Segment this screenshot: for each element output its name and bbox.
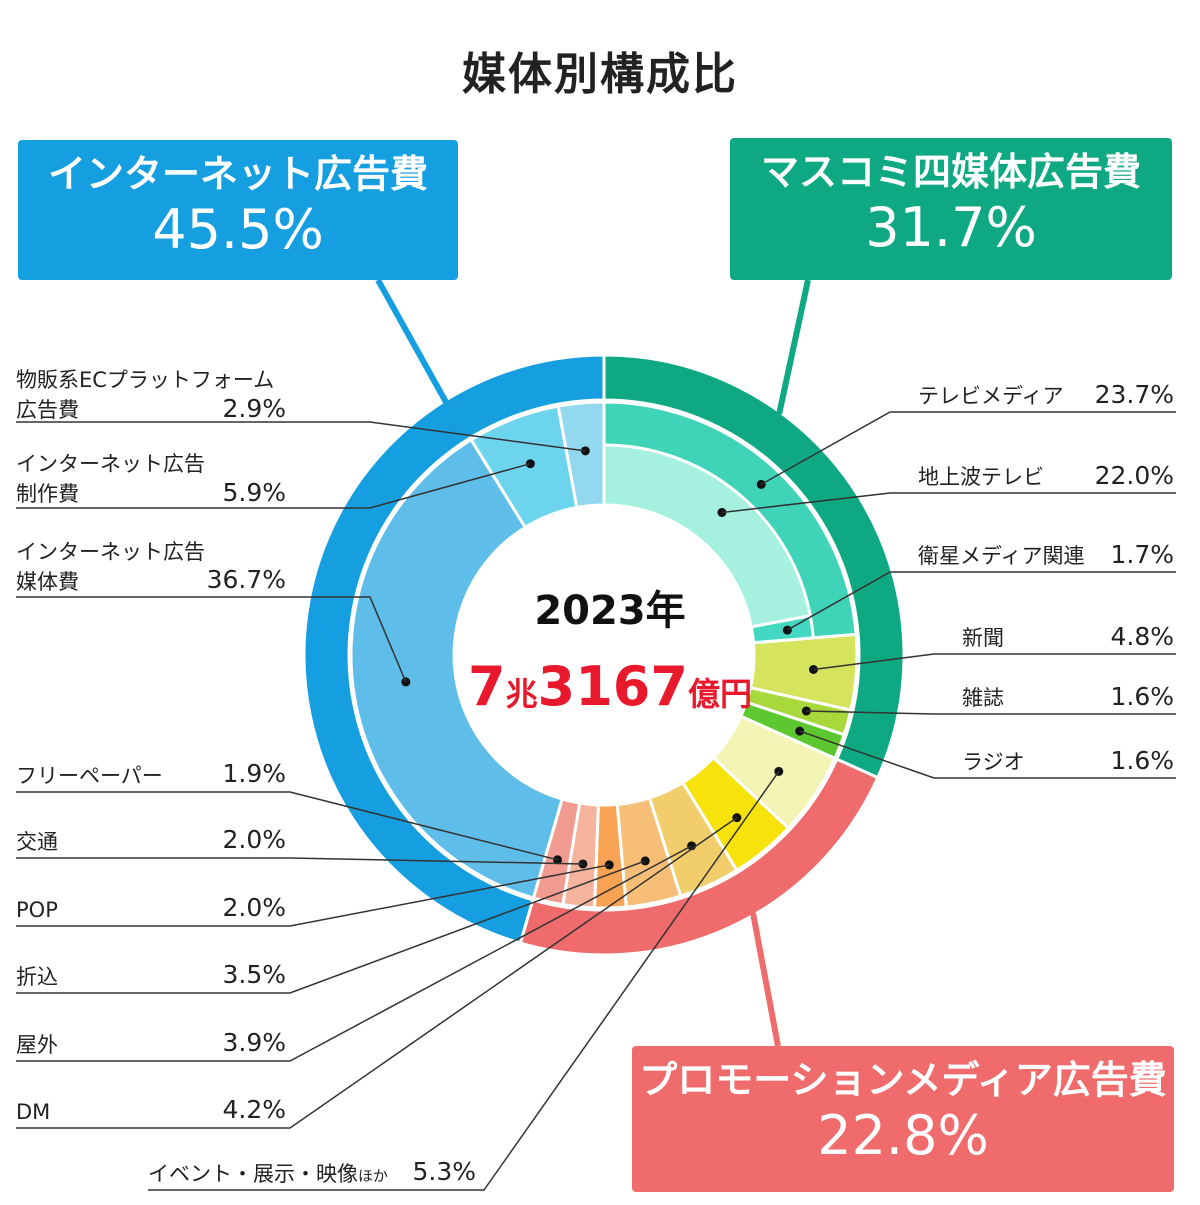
group-box-promo: プロモーションメディア広告費 22.8% xyxy=(632,1046,1174,1192)
leader-line-freepaper xyxy=(16,791,558,861)
center-year: 2023年 xyxy=(534,588,686,634)
label-satellite: 衛星メディア関連 xyxy=(918,544,1085,568)
value-freepaper: 1.9% xyxy=(222,759,286,788)
segment-arc-net_media xyxy=(349,437,565,900)
value-insert: 3.5% xyxy=(222,960,286,989)
total-unit-1: 兆 xyxy=(505,675,538,713)
group-name-promo: プロモーションメディア広告費 xyxy=(639,1058,1167,1102)
group-name-mass: マスコミ四媒体広告費 xyxy=(760,150,1141,194)
label-tv: テレビメディア xyxy=(918,384,1064,408)
value-magazine: 1.6% xyxy=(1110,682,1174,711)
leader-line-radio xyxy=(799,730,1176,779)
leader-dot-terrestrial xyxy=(717,507,727,517)
subsegment-arc-satellite xyxy=(749,613,815,645)
leader-line-dm xyxy=(16,817,738,1129)
donut-center xyxy=(455,506,753,804)
value-dm: 4.2% xyxy=(222,1095,286,1124)
label-net-production-line2: 制作費 xyxy=(16,482,79,506)
value-transit: 2.0% xyxy=(222,825,286,854)
leader-line-event xyxy=(148,770,780,1191)
center-total: 7兆3167億円 xyxy=(440,655,780,718)
connector-internet xyxy=(375,278,449,404)
value-satellite: 1.7% xyxy=(1110,540,1174,569)
leader-lines xyxy=(16,278,1176,1191)
leader-line-magazine xyxy=(806,710,1176,715)
group-arc-internet xyxy=(302,353,606,945)
group-name-internet: インターネット広告費 xyxy=(47,152,428,196)
total-number-2: 3167 xyxy=(537,655,688,718)
value-event: 5.3% xyxy=(412,1157,476,1186)
chart-title: 媒体別構成比 xyxy=(462,49,738,100)
label-dm: DM xyxy=(16,1100,51,1124)
leader-line-pop xyxy=(16,864,610,927)
label-net-media-line1: インターネット広告 xyxy=(16,540,205,564)
value-terrestrial: 22.0% xyxy=(1094,461,1174,490)
label-magazine: 雑誌 xyxy=(962,686,1004,710)
group-box-mass: マスコミ四媒体広告費 31.7% xyxy=(730,138,1172,280)
leader-line-net_media xyxy=(16,596,407,683)
leader-line-transit xyxy=(16,857,583,865)
group-value-internet: 45.5% xyxy=(152,197,324,261)
total-number-1: 7 xyxy=(468,655,506,718)
label-net-production-line1: インターネット広告 xyxy=(16,452,205,476)
label-transit: 交通 xyxy=(16,830,58,854)
label-insert: 折込 xyxy=(16,965,58,989)
label-net-ec-line2: 広告費 xyxy=(16,398,79,422)
donut-rings xyxy=(302,353,906,957)
label-terrestrial: 地上波テレビ xyxy=(918,465,1044,489)
leader-line-tv xyxy=(760,411,1176,486)
label-event-text: イベント・展示・映像 xyxy=(148,1162,358,1186)
label-radio: ラジオ xyxy=(962,750,1025,774)
value-newspaper: 4.8% xyxy=(1110,622,1174,651)
connector-mass xyxy=(776,279,811,415)
leader-line-newspaper xyxy=(813,653,1176,671)
group-value-mass: 31.7% xyxy=(865,195,1037,259)
value-radio: 1.6% xyxy=(1110,746,1174,775)
leader-line-insert xyxy=(16,860,646,994)
label-net-ec-line1: 物販系ECプラットフォーム xyxy=(16,368,275,392)
label-event-suffix: ほか xyxy=(358,1167,389,1185)
leader-line-net_ec xyxy=(16,421,586,452)
leader-line-net_production xyxy=(16,462,531,509)
label-net-media-line2: 媒体費 xyxy=(16,570,79,594)
value-pop: 2.0% xyxy=(222,893,286,922)
leader-line-satellite xyxy=(786,571,1176,631)
value-net-production: 5.9% xyxy=(222,478,286,507)
value-outdoor: 3.9% xyxy=(222,1028,286,1057)
label-outdoor: 屋外 xyxy=(16,1033,58,1057)
label-newspaper: 新聞 xyxy=(962,626,1004,650)
value-net-ec: 2.9% xyxy=(222,394,286,423)
leader-line-terrestrial xyxy=(721,492,1176,514)
value-tv: 23.7% xyxy=(1094,380,1174,409)
label-event: イベント・展示・映像ほか xyxy=(148,1160,388,1190)
group-value-promo: 22.8% xyxy=(817,1103,989,1167)
label-freepaper: フリーペーパー xyxy=(16,764,163,788)
leader-line-outdoor xyxy=(16,845,692,1062)
label-pop: POP xyxy=(16,898,58,922)
total-unit-2: 億円 xyxy=(687,675,752,713)
connector-promo xyxy=(750,912,781,1047)
value-net-media: 36.7% xyxy=(206,565,286,594)
group-box-internet: インターネット広告費 45.5% xyxy=(18,140,458,280)
